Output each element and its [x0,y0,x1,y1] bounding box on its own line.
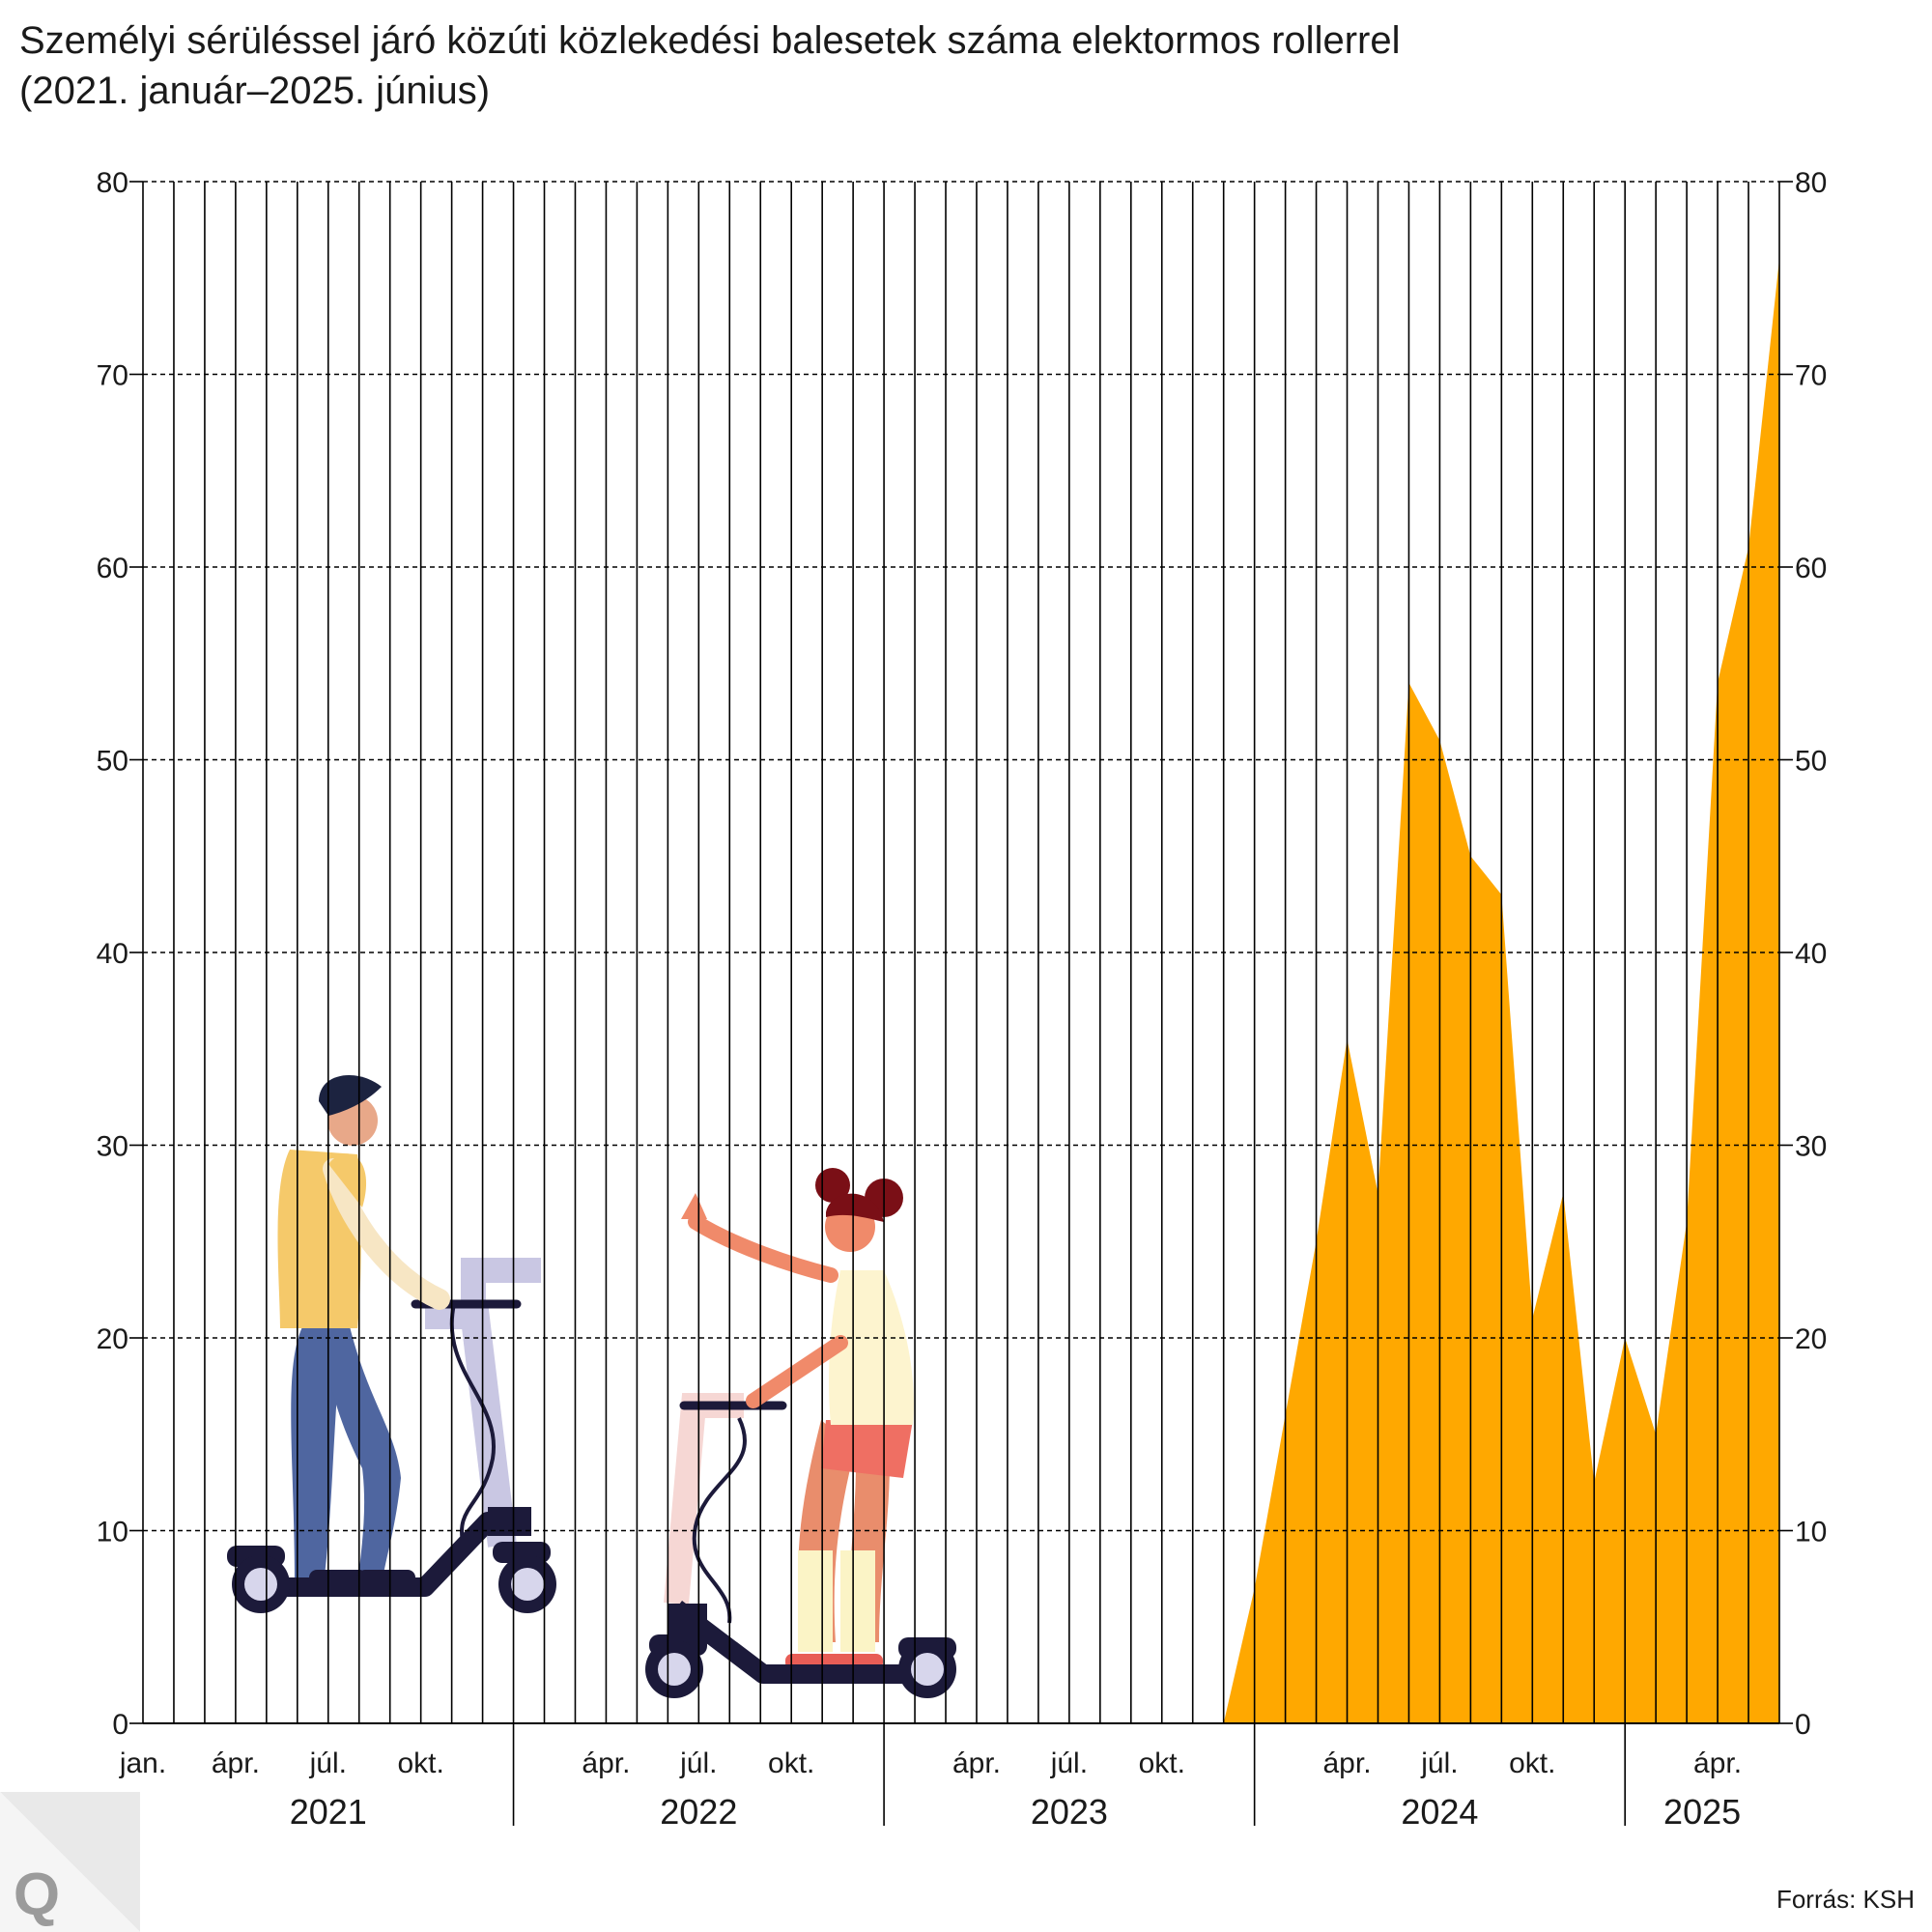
q-logo: Q [0,1792,140,1932]
y-tick-label-left: 40 [97,938,128,970]
y-tick-label-right: 60 [1795,553,1827,584]
y-tick-label-left: 10 [97,1517,128,1548]
grid-layer [129,181,1793,1724]
x-month-label: okt. [397,1747,443,1779]
chart-title-line-1: Személyi sérüléssel járó közúti közleked… [19,19,1401,62]
illustration-layer [227,1075,956,1698]
y-tick-label-right: 20 [1795,1323,1827,1355]
x-month-label: júl. [1050,1747,1088,1779]
y-tick-label-left: 0 [112,1709,128,1741]
y-tick-label-right: 30 [1795,1131,1827,1163]
y-tick-label-right: 50 [1795,746,1827,778]
y-tick-label-left: 20 [97,1323,128,1355]
chart-title: Személyi sérüléssel járó közúti közleked… [19,15,1855,116]
source-note: Forrás: KSH [1776,1885,1915,1914]
y-tick-label-left: 80 [97,167,128,199]
q-logo-letter: Q [14,1861,60,1928]
x-month-label: júl. [679,1747,717,1779]
x-month-label: ápr. [582,1747,630,1779]
y-tick-label-right: 70 [1795,360,1827,392]
girl-on-scooter-illustration [645,1168,956,1698]
y-tick-label-right: 10 [1795,1517,1827,1548]
chart-title-line-2: (2021. január–2025. június) [19,70,491,112]
x-month-label: júl. [1420,1747,1458,1779]
axis-layer: 0 0 10 10 20 20 30 30 40 40 50 50 60 60 70 70 80 80 jan. áp… [97,167,1828,1832]
x-year-label: 2024 [1401,1792,1478,1832]
x-month-label: ápr. [212,1747,260,1779]
boy-on-scooter-illustration [227,1075,556,1613]
y-tick-label-left: 60 [97,553,128,584]
x-year-label: 2023 [1031,1792,1108,1832]
x-month-label: jan. [119,1747,166,1779]
x-month-label: ápr. [952,1747,1001,1779]
x-month-label: okt. [768,1747,814,1779]
y-tick-label-right: 80 [1795,167,1827,199]
x-year-label: 2021 [290,1792,367,1832]
x-year-label: 2025 [1663,1792,1741,1832]
y-tick-label-left: 50 [97,746,128,778]
y-tick-label-right: 0 [1795,1709,1811,1741]
x-year-label: 2022 [660,1792,737,1832]
y-tick-label-left: 70 [97,360,128,392]
x-month-label: okt. [1509,1747,1555,1779]
x-month-label: ápr. [1323,1747,1372,1779]
y-tick-label-left: 30 [97,1131,128,1163]
x-month-label: júl. [309,1747,347,1779]
y-tick-label-right: 40 [1795,938,1827,970]
x-month-label: ápr. [1693,1747,1742,1779]
x-month-label: okt. [1139,1747,1185,1779]
